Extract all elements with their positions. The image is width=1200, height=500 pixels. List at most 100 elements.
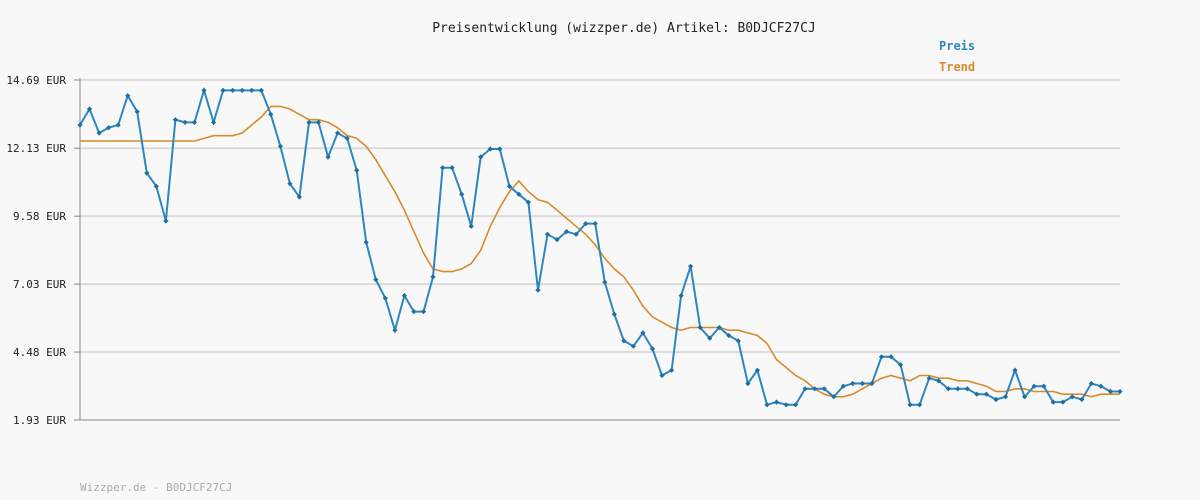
- preis-point: [1002, 394, 1009, 400]
- preis-point: [459, 191, 465, 197]
- preis-point: [983, 391, 989, 397]
- y-tick-label: 7.03 EUR: [13, 278, 66, 291]
- preis-point: [735, 338, 741, 344]
- preis-point: [812, 386, 818, 392]
- preis-point: [974, 391, 980, 397]
- preis-point: [554, 237, 560, 243]
- preis-point: [602, 279, 608, 285]
- preis-line: [79, 86, 1120, 407]
- preis-point: [1069, 394, 1075, 400]
- preis-point: [917, 402, 923, 408]
- preis-point: [153, 183, 159, 189]
- preis-point: [945, 386, 951, 392]
- preis-point: [325, 154, 331, 160]
- preis-point: [163, 218, 169, 224]
- preis-point: [697, 324, 703, 331]
- preis-point: [1117, 388, 1123, 395]
- preis-point: [1031, 383, 1037, 389]
- preis-point: [716, 324, 722, 331]
- preis-point: [783, 402, 789, 408]
- preis-point: [134, 109, 140, 115]
- preis-point: [335, 130, 341, 136]
- preis-point: [764, 402, 770, 408]
- preis-point: [936, 378, 942, 384]
- preis-point: [898, 362, 904, 368]
- y-tick-label: 1.93 EUR: [13, 414, 66, 427]
- legend-preis: Preis: [939, 39, 975, 53]
- preis-point: [621, 338, 627, 344]
- preis-point: [315, 119, 322, 125]
- preis-point: [440, 165, 446, 171]
- preis-point: [802, 386, 808, 392]
- preis-point: [678, 293, 684, 299]
- preis-point: [506, 183, 512, 189]
- preis-point: [707, 335, 713, 341]
- preis-point: [239, 87, 245, 93]
- preis-point: [1107, 388, 1114, 395]
- preis-point: [878, 354, 885, 360]
- preis-point: [516, 191, 522, 197]
- preis-point: [525, 199, 531, 205]
- preis-point: [592, 221, 598, 227]
- preis-point: [96, 130, 102, 136]
- preis-point: [544, 231, 551, 237]
- preis-point: [669, 367, 675, 373]
- preis-point: [850, 380, 856, 387]
- preis-point: [201, 87, 207, 93]
- preis-point: [306, 119, 312, 125]
- preis-point: [964, 386, 970, 392]
- preis-point: [420, 309, 427, 315]
- chart-footer: Wizzper.de - B0DJCF27CJ: [80, 481, 232, 494]
- chart-title: Preisentwicklung (wizzper.de) Artikel: B…: [432, 21, 816, 36]
- preis-point: [573, 231, 579, 237]
- preis-point: [1012, 367, 1018, 373]
- preis-point: [411, 309, 417, 315]
- preis-point: [230, 87, 236, 93]
- preis-point: [993, 396, 999, 403]
- preis-point: [354, 167, 360, 173]
- preis-point: [172, 117, 178, 123]
- preis-point: [392, 327, 398, 333]
- preis-point: [115, 122, 121, 128]
- preis-point: [191, 119, 198, 125]
- preis-point: [382, 295, 388, 301]
- preis-point: [220, 87, 226, 93]
- preis-point: [1060, 399, 1066, 405]
- preis-point: [926, 375, 932, 381]
- preis-point: [535, 287, 541, 293]
- preis-point: [688, 263, 694, 269]
- preis-point: [1050, 399, 1056, 405]
- preis-point: [831, 394, 837, 400]
- preis-point: [859, 380, 865, 387]
- preis-point: [1022, 394, 1028, 400]
- y-axis-ticks: 1.93 EUR 4.48 EUR 7.03 EUR 9.58 EUR 12.13 EU…: [6, 74, 80, 427]
- preis-point: [793, 402, 799, 408]
- preis-point: [726, 332, 732, 339]
- preis-point: [907, 402, 913, 408]
- preis-point: [249, 87, 255, 93]
- preis-point: [77, 122, 83, 128]
- preis-point: [449, 165, 455, 171]
- preis-point: [268, 111, 274, 117]
- preis-point: [640, 330, 646, 336]
- preis-point: [564, 229, 570, 235]
- preis-point: [373, 277, 379, 283]
- preis-point: [840, 383, 846, 389]
- preis-point: [611, 311, 617, 317]
- series-layer: [77, 86, 1123, 408]
- preis-point: [659, 372, 665, 379]
- preis-point: [287, 181, 293, 187]
- preis-point: [583, 221, 589, 227]
- preis-point: [182, 119, 188, 125]
- preis-point: [296, 194, 302, 200]
- preis-point: [86, 106, 93, 112]
- preis-point: [258, 87, 264, 93]
- y-tick-label: 4.48 EUR: [13, 346, 66, 359]
- preis-point: [106, 125, 112, 131]
- preis-point: [487, 146, 493, 152]
- preis-point: [773, 399, 780, 405]
- preis-point: [955, 386, 961, 392]
- preis-point: [1088, 380, 1094, 387]
- preis-point: [821, 386, 827, 392]
